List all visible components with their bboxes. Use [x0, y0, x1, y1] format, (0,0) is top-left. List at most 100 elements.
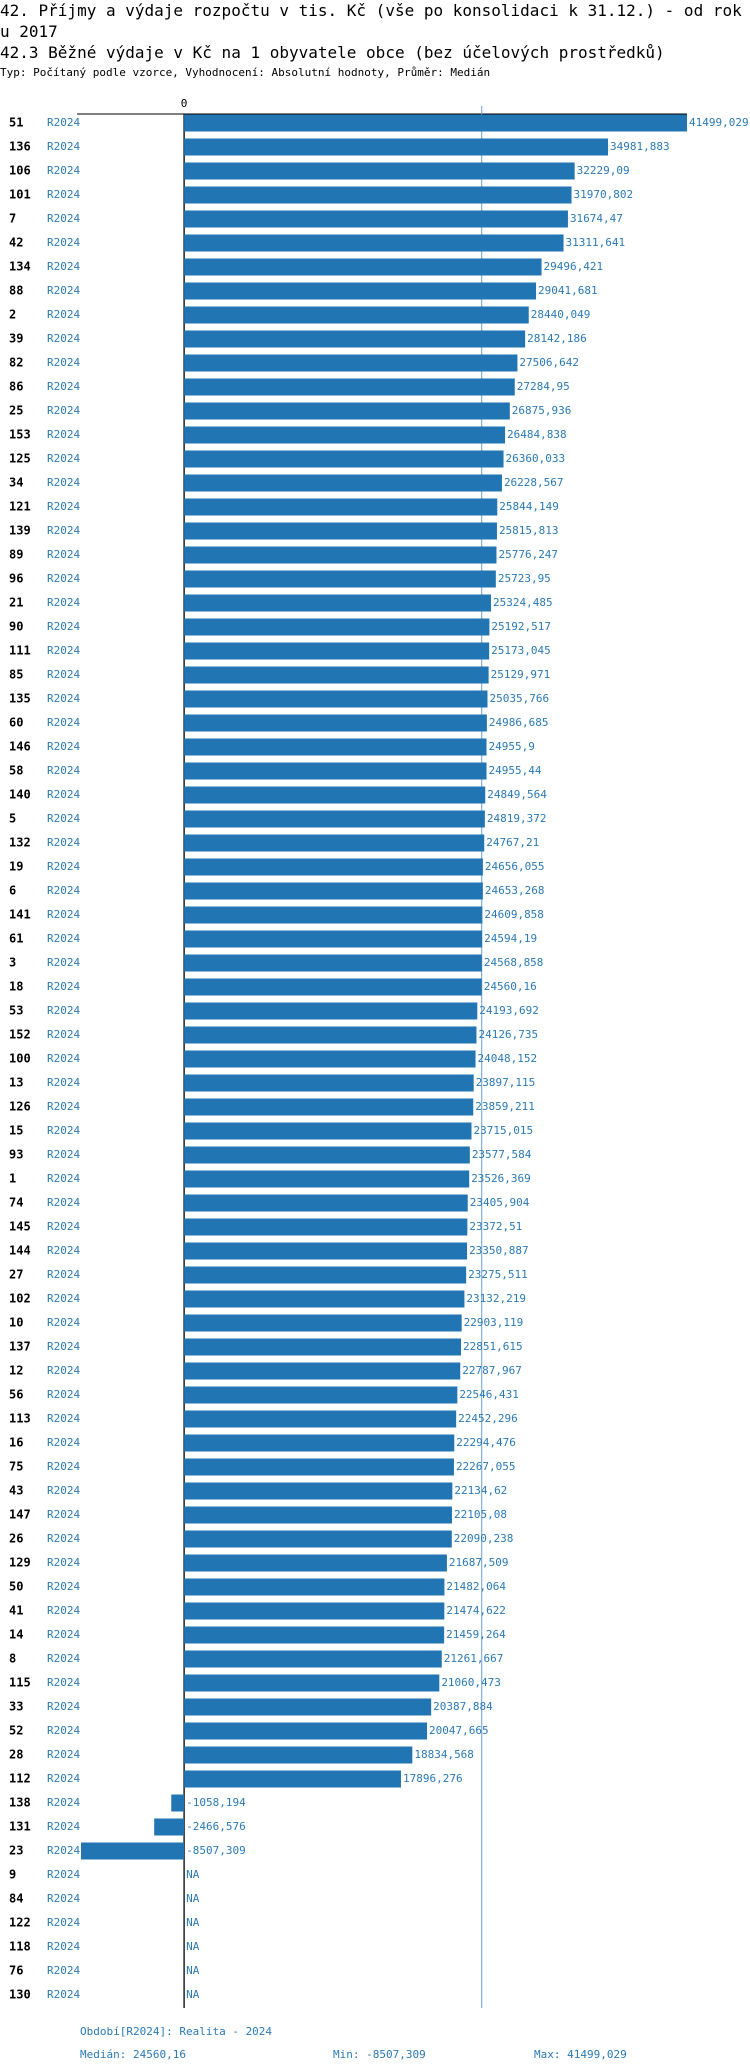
bar — [184, 402, 510, 420]
bar — [184, 1122, 472, 1140]
row-id: 93 — [9, 1148, 23, 1162]
row-period: R2024 — [47, 188, 80, 201]
value-label: NA — [186, 1964, 200, 1977]
row-period: R2024 — [47, 212, 80, 225]
footer-max: Max: 41499,029 — [534, 2048, 627, 2061]
bar — [184, 738, 487, 756]
row-id: 106 — [9, 164, 31, 178]
bar — [184, 1482, 453, 1500]
row-period: R2024 — [47, 1196, 80, 1209]
row-period: R2024 — [47, 620, 80, 633]
value-label: 24849,564 — [487, 788, 547, 801]
row-id: 126 — [9, 1100, 31, 1114]
row-id: 21 — [9, 596, 23, 610]
bar — [184, 1050, 476, 1068]
row-id: 100 — [9, 1052, 31, 1066]
row-period: R2024 — [47, 140, 80, 153]
footer-min: Min: -8507,309 — [333, 2048, 426, 2061]
value-label: 29496,421 — [544, 260, 604, 273]
row-period: R2024 — [47, 548, 80, 561]
bar — [184, 1530, 452, 1548]
value-label: 24609,858 — [484, 908, 544, 921]
row-id: 137 — [9, 1340, 31, 1354]
value-label: 18834,568 — [414, 1748, 474, 1761]
bar — [184, 1386, 458, 1404]
row-id: 43 — [9, 1484, 23, 1498]
row-period: R2024 — [47, 1076, 80, 1089]
value-label: 22134,62 — [454, 1484, 507, 1497]
row-id: 140 — [9, 788, 31, 802]
row-id: 121 — [9, 500, 31, 514]
row-id: 90 — [9, 620, 23, 634]
row-id: 75 — [9, 1460, 23, 1474]
bar — [184, 282, 537, 300]
row-id: 125 — [9, 452, 31, 466]
row-period: R2024 — [47, 1436, 80, 1449]
bar — [184, 426, 506, 444]
value-label: 29041,681 — [538, 284, 598, 297]
row-period: R2024 — [47, 740, 80, 753]
row-period: R2024 — [47, 1244, 80, 1257]
row-period: R2024 — [47, 1892, 80, 1905]
row-period: R2024 — [47, 1004, 80, 1017]
row-id: 18 — [9, 980, 23, 994]
value-label: 26484,838 — [507, 428, 567, 441]
value-label: 24594,19 — [484, 932, 537, 945]
row-period: R2024 — [47, 1628, 80, 1641]
row-id: 2 — [9, 308, 16, 322]
value-label: 23350,887 — [469, 1244, 529, 1257]
value-label: 25173,045 — [491, 644, 551, 657]
bar — [184, 762, 487, 780]
row-period: R2024 — [47, 1172, 80, 1185]
value-label: 22787,967 — [462, 1364, 522, 1377]
row-id: 26 — [9, 1532, 23, 1546]
row-period: R2024 — [47, 1268, 80, 1281]
row-period: R2024 — [47, 692, 80, 705]
bar — [154, 1818, 185, 1836]
row-id: 5 — [9, 812, 16, 826]
row-id: 144 — [9, 1244, 31, 1258]
row-id: 7 — [9, 212, 16, 226]
footer-period: Období[R2024]: Realita - 2024 — [80, 2025, 272, 2038]
row-id: 130 — [9, 1988, 31, 2002]
value-label: 41499,029 — [689, 116, 749, 129]
bar — [184, 1242, 468, 1260]
row-period: R2024 — [47, 860, 80, 873]
value-label: 24656,055 — [485, 860, 545, 873]
row-period: R2024 — [47, 1652, 80, 1665]
bar — [184, 354, 518, 372]
bar — [184, 1602, 445, 1620]
row-period: R2024 — [47, 116, 80, 129]
row-id: 28 — [9, 1748, 23, 1762]
bar — [184, 1026, 477, 1044]
value-label: -8507,309 — [186, 1844, 246, 1857]
value-label: 21261,667 — [444, 1652, 504, 1665]
row-id: 10 — [9, 1316, 23, 1330]
row-id: 56 — [9, 1388, 23, 1402]
bar — [184, 1314, 462, 1332]
value-label: NA — [186, 1988, 200, 2001]
bar — [184, 906, 483, 924]
row-id: 39 — [9, 332, 23, 346]
row-period: R2024 — [47, 1484, 80, 1497]
bar — [184, 714, 487, 732]
value-label: 23715,015 — [473, 1124, 533, 1137]
value-label: NA — [186, 1940, 200, 1953]
row-id: 111 — [9, 644, 31, 658]
value-label: -2466,576 — [186, 1820, 246, 1833]
bar — [184, 1458, 454, 1476]
bar — [171, 1794, 185, 1812]
value-label: 22452,296 — [458, 1412, 518, 1425]
row-id: 74 — [9, 1196, 23, 1210]
row-period: R2024 — [47, 1292, 80, 1305]
bar — [184, 834, 485, 852]
chart-title: 42. Příjmy a výdaje rozpočtu v tis. Kč (… — [0, 1, 742, 41]
row-id: 1 — [9, 1172, 16, 1186]
row-period: R2024 — [47, 1820, 80, 1833]
bar — [184, 1434, 455, 1452]
row-period: R2024 — [47, 764, 80, 777]
bar — [184, 1002, 478, 1020]
bar — [184, 1650, 442, 1668]
bar — [184, 1554, 447, 1572]
row-id: 102 — [9, 1292, 31, 1306]
